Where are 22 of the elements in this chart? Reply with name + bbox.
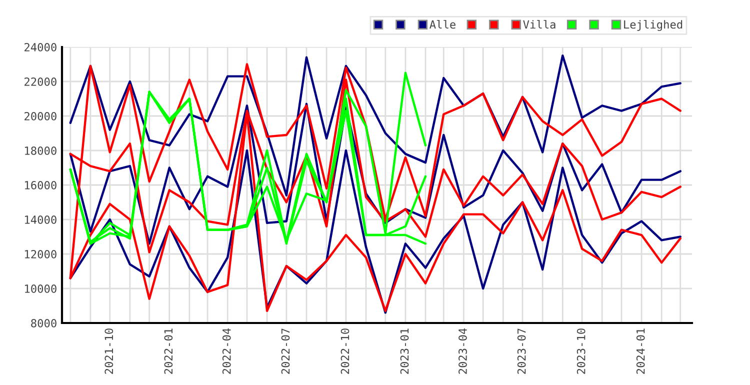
x-tick-label: 2023-10: [576, 328, 586, 374]
legend-label: Alle: [430, 20, 456, 29]
y-tick-label: 8000: [31, 319, 56, 328]
x-tick-label: 2024-01: [636, 328, 645, 374]
x-tick-label: 2022-10: [340, 328, 350, 374]
x-tick-label: 2022-07: [281, 328, 290, 374]
y-tick-label: 12000: [25, 250, 56, 258]
legend-label: Villa: [523, 20, 556, 29]
y-tick-label: 20000: [24, 112, 56, 120]
y-tick-label: 14000: [25, 216, 56, 224]
x-tick-label: 2022-01: [164, 328, 173, 374]
y-tick-label: 24000: [24, 43, 56, 52]
y-tick-label: 16000: [25, 181, 56, 190]
y-tick-label: 10000: [25, 284, 56, 293]
x-tick-label: 2023-04: [458, 328, 467, 374]
x-tick-label: 2021-10: [104, 328, 114, 374]
y-tick-label: 18000: [25, 146, 56, 155]
x-tick-label: 2022-04: [222, 328, 231, 374]
legend-label: Lejlighed: [624, 20, 682, 31]
x-tick-label: 2023-01: [400, 328, 409, 374]
y-tick-label: 22000: [24, 78, 56, 86]
x-tick-label: 2023-07: [517, 328, 526, 374]
